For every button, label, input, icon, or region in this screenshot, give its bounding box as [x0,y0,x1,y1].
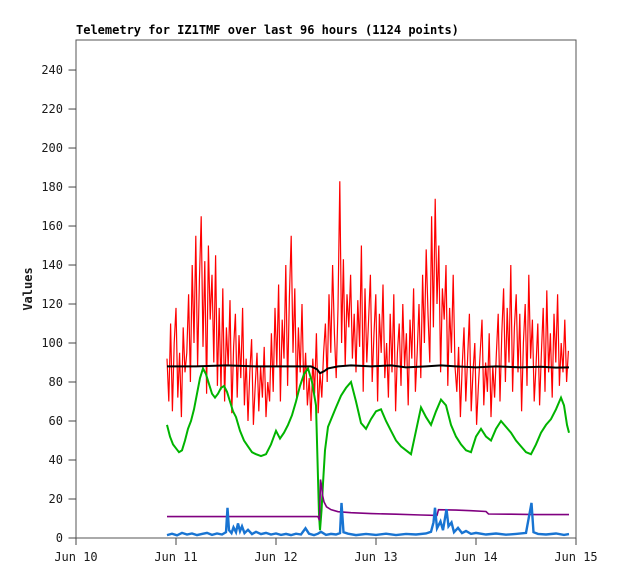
x-tick-label: Jun 14 [454,550,497,564]
data-series [166,181,570,537]
axis-ticks: 0 20 40 60 80 100 120 140 160 180 200 220 240 Jun 10 J… [41,63,597,564]
y-tick-label: 120 [41,297,63,311]
y-tick-label: 0 [56,531,63,545]
x-tick-label: Jun 10 [54,550,97,564]
y-tick-label: 100 [41,336,63,350]
plot-border [75,39,577,539]
red-noisy-series [166,181,569,425]
x-tick-label: Jun 12 [254,550,297,564]
y-tick-label: 180 [41,180,63,194]
purple-series [167,479,569,521]
green-series [166,365,570,531]
y-axis-label: Values [21,267,35,310]
x-tick-label: Jun 15 [554,550,597,564]
black-average-line [167,364,570,375]
y-tick-label: 80 [49,375,63,389]
y-tick-label: 160 [41,219,63,233]
y-tick-label: 60 [49,414,63,428]
y-tick-label: 140 [41,258,63,272]
y-tick-label: 200 [41,141,63,155]
y-tick-label: 220 [41,102,63,116]
blue-series [166,502,570,537]
x-tick-label: Jun 11 [154,550,197,564]
y-tick-label: 240 [41,63,63,77]
y-tick-label: 40 [49,453,63,467]
chart-title: Telemetry for IZ1TMF over last 96 hours … [76,23,459,37]
x-tick-label: Jun 13 [354,550,397,564]
y-tick-label: 20 [49,492,63,506]
